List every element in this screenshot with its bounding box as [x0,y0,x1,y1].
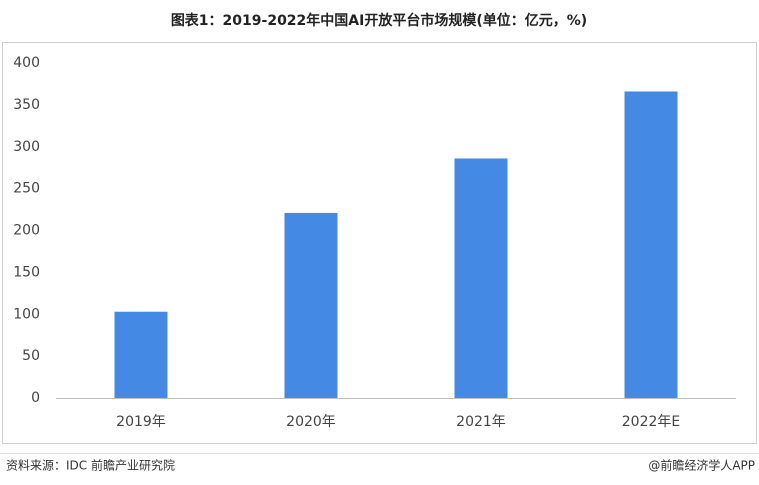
y-tick-label: 250 [13,181,40,197]
bar [284,212,338,398]
bar [624,91,678,398]
x-tick-label: 2022年E [622,414,680,430]
chart-title: 图表1：2019-2022年中国AI开放平台市场规模(单位：亿元，%) [171,12,587,29]
chart-frame [2,42,757,444]
brand: @前瞻经济学人APP [648,458,755,473]
y-tick-label: 400 [13,55,40,71]
x-tick-label: 2020年 [286,414,336,430]
y-tick-label: 150 [13,264,40,280]
source: 资料来源：IDC 前瞻产业研究院 [6,458,175,473]
y-tick-label: 350 [13,97,40,113]
y-tick-label: 100 [13,306,40,322]
bar [114,311,168,398]
y-tick-label: 0 [31,390,40,406]
y-tick-label: 300 [13,139,40,155]
y-tick-label: 200 [13,223,40,239]
y-tick-label: 50 [22,348,40,364]
bar [454,158,508,398]
x-tick-label: 2019年 [116,414,166,430]
x-tick-label: 2021年 [456,414,506,430]
